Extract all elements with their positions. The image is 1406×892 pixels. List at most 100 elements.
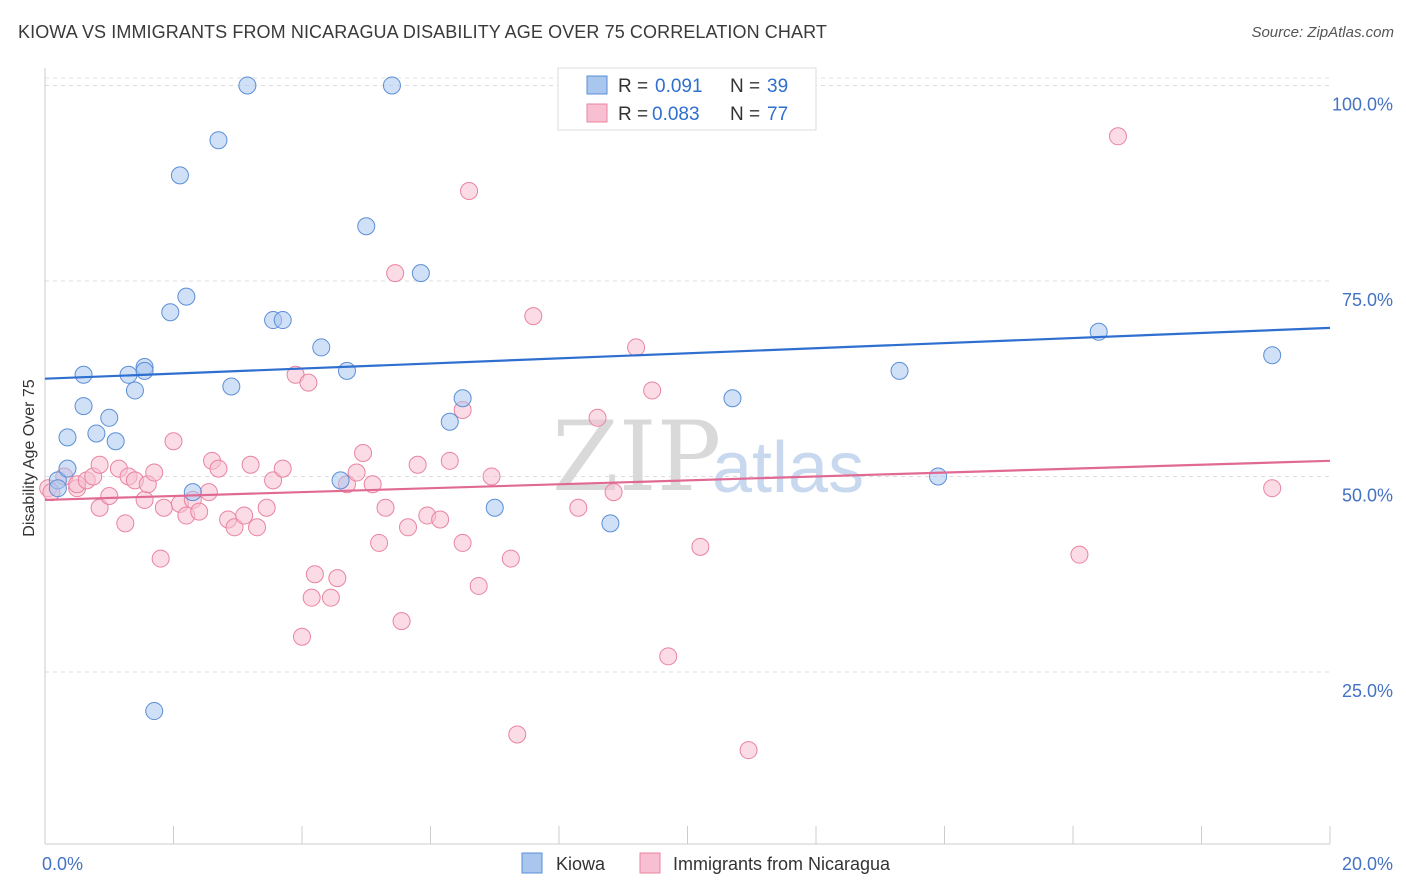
stats-n-label-kiowa: N = xyxy=(730,76,760,97)
point-nicaragua-53 xyxy=(431,510,450,529)
point-kiowa-7 xyxy=(100,408,119,427)
point-nicaragua-32 xyxy=(257,498,276,517)
point-kiowa-27 xyxy=(382,76,401,95)
point-nicaragua-73 xyxy=(1263,479,1282,498)
stats-n-value-nicaragua: 77 xyxy=(767,104,788,125)
point-nicaragua-50 xyxy=(399,518,418,537)
point-nicaragua-59 xyxy=(482,467,501,486)
point-nicaragua-58 xyxy=(469,576,488,595)
tick-labels: 100.0% 75.0% 50.0% 25.0% 0.0% 20.0% xyxy=(42,94,1393,874)
point-nicaragua-40 xyxy=(321,588,340,607)
watermark-atlas: atlas xyxy=(712,428,864,508)
axes xyxy=(44,68,1331,845)
point-kiowa-18 xyxy=(209,131,228,150)
bottom-legend: Kiowa Immigrants from Nicaragua xyxy=(521,852,891,874)
point-nicaragua-7 xyxy=(90,455,109,474)
point-kiowa-36 xyxy=(929,467,948,486)
point-nicaragua-31 xyxy=(248,518,267,537)
point-kiowa-31 xyxy=(485,498,504,517)
point-nicaragua-49 xyxy=(392,612,411,631)
source-label: Source: ZipAtlas.com xyxy=(1251,24,1394,41)
point-kiowa-5 xyxy=(74,397,93,416)
y-tick-label-3: 25.0% xyxy=(1342,681,1393,701)
legend-swatch-kiowa xyxy=(521,852,543,874)
point-kiowa-25 xyxy=(337,361,356,380)
point-nicaragua-36 xyxy=(293,627,311,646)
chart-title: KIOWA VS IMMIGRANTS FROM NICARAGUA DISAB… xyxy=(18,22,827,42)
watermark-zip: ZIP xyxy=(552,401,721,513)
point-kiowa-8 xyxy=(106,432,125,451)
point-nicaragua-29 xyxy=(235,506,254,525)
point-nicaragua-16 xyxy=(145,463,164,482)
point-nicaragua-38 xyxy=(302,588,321,607)
y-tick-label-2: 50.0% xyxy=(1342,485,1393,505)
point-nicaragua-47 xyxy=(376,498,395,517)
point-kiowa-13 xyxy=(145,702,164,721)
point-kiowa-32 xyxy=(601,514,620,533)
stats-n-label-nicaragua: N = xyxy=(730,104,760,125)
legend-swatch-nicaragua xyxy=(639,852,661,874)
point-kiowa-4 xyxy=(74,365,93,384)
point-kiowa-12 xyxy=(135,361,154,380)
stats-swatch-nicaragua xyxy=(586,103,608,123)
point-kiowa-14 xyxy=(161,303,180,322)
point-kiowa-10 xyxy=(125,381,144,400)
point-nicaragua-65 xyxy=(604,483,623,502)
point-kiowa-3 xyxy=(58,428,77,447)
point-kiowa-29 xyxy=(440,412,459,431)
point-nicaragua-11 xyxy=(116,514,135,533)
point-kiowa-24 xyxy=(331,471,350,490)
y-tick-label-0: 100.0% xyxy=(1332,94,1393,114)
point-kiowa-38 xyxy=(1263,346,1282,365)
point-kiowa-16 xyxy=(177,287,196,306)
point-kiowa-17 xyxy=(183,483,202,502)
point-nicaragua-46 xyxy=(370,533,389,552)
point-nicaragua-18 xyxy=(154,498,173,517)
stats-legend: R = 0.091 N = 39 R = 0.083 N = 77 xyxy=(557,67,817,131)
point-nicaragua-63 xyxy=(569,498,588,517)
point-nicaragua-69 xyxy=(691,537,710,556)
x-tick-label-1: 20.0% xyxy=(1342,854,1393,874)
point-nicaragua-48 xyxy=(386,264,405,283)
point-nicaragua-68 xyxy=(659,647,678,666)
point-nicaragua-24 xyxy=(199,483,218,502)
point-nicaragua-61 xyxy=(508,725,527,744)
point-kiowa-34 xyxy=(723,389,742,408)
point-nicaragua-51 xyxy=(408,455,427,474)
point-kiowa-6 xyxy=(87,424,106,443)
point-nicaragua-33 xyxy=(264,471,283,490)
point-nicaragua-55 xyxy=(453,533,472,552)
point-kiowa-2 xyxy=(58,459,77,478)
trend-line-nicaragua xyxy=(44,459,1331,502)
point-kiowa-20 xyxy=(238,76,257,95)
legend-label-nicaragua: Immigrants from Nicaragua xyxy=(673,854,891,874)
point-kiowa-1 xyxy=(48,479,67,498)
y-axis-label: Disability Age Over 75 xyxy=(21,379,38,537)
stats-n-value-kiowa: 39 xyxy=(767,76,788,97)
point-nicaragua-14 xyxy=(135,490,154,509)
point-nicaragua-28 xyxy=(225,518,244,537)
point-nicaragua-64 xyxy=(588,408,607,427)
legend-label-kiowa: Kiowa xyxy=(556,854,606,874)
x-tick-label-0: 0.0% xyxy=(42,854,83,874)
point-kiowa-30 xyxy=(453,389,472,408)
grid-lines xyxy=(45,77,1330,673)
stats-r-label-kiowa: R = xyxy=(618,76,648,97)
y-tick-label-1: 75.0% xyxy=(1342,290,1393,310)
point-kiowa-15 xyxy=(170,166,189,185)
stats-swatch-kiowa xyxy=(586,75,608,95)
point-nicaragua-54 xyxy=(440,451,459,470)
point-nicaragua-30 xyxy=(241,455,260,474)
trend-lines xyxy=(44,326,1331,502)
point-nicaragua-45 xyxy=(363,475,382,494)
point-nicaragua-9 xyxy=(100,487,119,506)
point-kiowa-26 xyxy=(357,217,376,236)
stats-r-value-kiowa: 0.091 xyxy=(655,76,703,97)
point-nicaragua-41 xyxy=(328,569,347,588)
point-nicaragua-66 xyxy=(627,338,646,357)
point-nicaragua-62 xyxy=(524,307,543,326)
point-nicaragua-17 xyxy=(151,549,170,568)
point-nicaragua-71 xyxy=(1070,545,1089,564)
point-nicaragua-67 xyxy=(643,381,662,400)
stats-r-value-nicaragua: 0.083 xyxy=(652,104,700,125)
